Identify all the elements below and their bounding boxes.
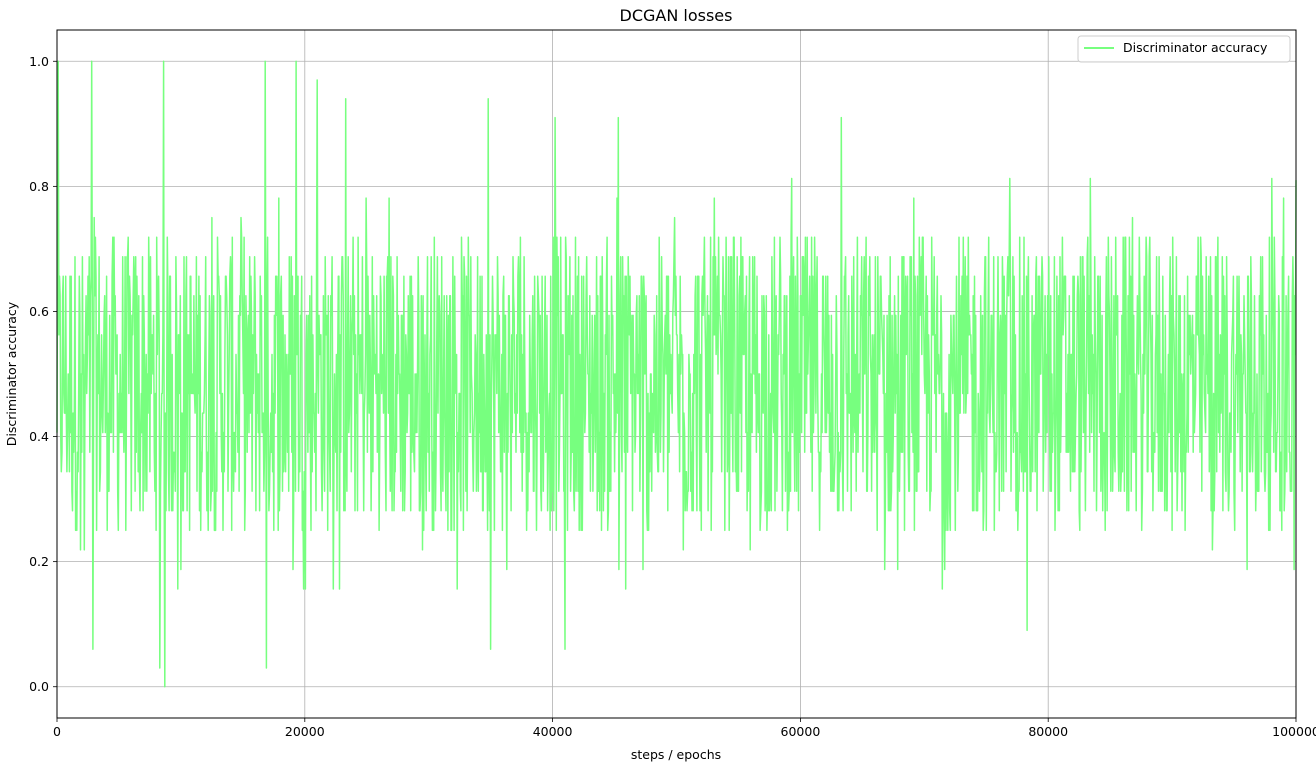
x-tick-label: 80000 [1028, 724, 1068, 739]
y-tick-label: 0.8 [29, 179, 49, 194]
x-tick-label: 20000 [285, 724, 325, 739]
plot-frame [56, 29, 1297, 719]
series-line-discriminator-accuracy [56, 60, 1297, 688]
x-tick-label: 100000 [1272, 724, 1316, 739]
ticks-layer: 0 20000 40000 60000 80000 100000 0.0 0.2 0.4 0.6 0… [29, 54, 1316, 739]
legend: Discriminator accuracy [1077, 35, 1291, 63]
x-axis-label: steps / epochs [631, 747, 721, 762]
y-tick-label: 0.0 [29, 679, 49, 694]
y-tick-label: 0.2 [29, 554, 49, 569]
x-tick-label: 60000 [781, 724, 821, 739]
y-axis-label: Discriminator accuracy [4, 301, 19, 446]
y-tick-label: 0.4 [29, 429, 49, 444]
axes-layer [56, 29, 1297, 719]
x-tick-label: 0 [53, 724, 61, 739]
legend-label: Discriminator accuracy [1123, 40, 1268, 55]
x-tick-label: 40000 [533, 724, 573, 739]
chart-title: DCGAN losses [620, 6, 733, 25]
y-tick-label: 0.6 [29, 304, 49, 319]
series-layer [56, 60, 1297, 688]
legend-box [1077, 35, 1291, 63]
y-tick-label: 1.0 [29, 54, 49, 69]
